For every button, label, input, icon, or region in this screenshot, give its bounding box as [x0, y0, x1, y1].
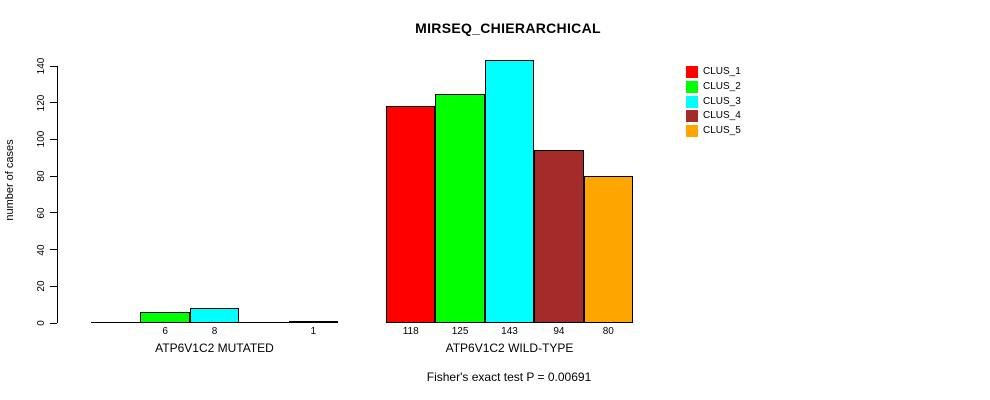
y-tick-mark [50, 212, 57, 214]
y-tick-mark [50, 102, 57, 104]
legend-swatch-icon [686, 125, 698, 138]
y-tick-label: 100 [36, 131, 47, 148]
y-tick-mark [50, 322, 57, 324]
legend-swatch-icon [686, 110, 698, 123]
legend-entry-clus_3: CLUS_3 [686, 94, 741, 109]
fisher-test-annotation: Fisher's exact test P = 0.00691 [426, 370, 592, 384]
legend-entry-clus_1: CLUS_1 [686, 65, 741, 80]
legend-label: CLUS_2 [703, 81, 741, 93]
bar-value-label: 118 [402, 326, 419, 337]
y-tick-label: 40 [36, 244, 47, 256]
bar-CLUS_5 [288, 321, 338, 324]
bar-CLUS_3 [189, 308, 240, 323]
group-label: ATP6V1C2 MUTATED [155, 341, 274, 355]
legend-label: CLUS_1 [703, 66, 741, 78]
y-axis-label: number of cases [4, 139, 16, 221]
legend-label: CLUS_3 [703, 95, 741, 107]
group-label: ATP6V1C2 WILD-TYPE [445, 341, 574, 355]
legend-label: CLUS_5 [703, 125, 741, 137]
legend-swatch-icon [686, 66, 698, 79]
legend-swatch-icon [686, 95, 698, 108]
y-tick-mark [50, 138, 57, 140]
bar-CLUS_4-zero [239, 322, 289, 323]
bar-CLUS_3 [484, 60, 535, 323]
y-tick-label: 60 [36, 207, 47, 219]
legend-entry-clus_2: CLUS_2 [686, 80, 741, 95]
y-tick-label: 0 [36, 320, 47, 326]
bar-value-label: 80 [602, 326, 614, 337]
y-tick-label: 80 [36, 170, 47, 182]
chart-title: MIRSEQ_CHIERARCHICAL [415, 20, 601, 36]
y-axis-line [57, 66, 58, 323]
y-tick-mark [50, 65, 57, 67]
bar-CLUS_5 [583, 176, 633, 323]
bar-value-label: 6 [162, 326, 168, 337]
y-tick-mark [50, 175, 57, 177]
bar-value-label: 8 [211, 326, 218, 337]
bar-value-label: 1 [310, 326, 317, 337]
bar-value-label: 125 [451, 326, 469, 337]
bar-CLUS_1 [386, 106, 436, 323]
bar-CLUS_2 [435, 93, 485, 323]
y-tick-mark [50, 249, 57, 251]
bar-CLUS_4 [534, 150, 584, 323]
bar-value-label: 94 [553, 326, 565, 337]
bar-value-label: 143 [501, 326, 518, 337]
y-tick-mark [50, 285, 57, 287]
legend: CLUS_1 CLUS_2 CLUS_3 CLUS_4 CLUS_5 [686, 65, 741, 138]
bar-CLUS_2 [140, 311, 190, 323]
legend-entry-clus_5: CLUS_5 [686, 124, 741, 139]
legend-label: CLUS_4 [703, 110, 741, 122]
bar-CLUS_1-zero [91, 322, 141, 323]
legend-entry-clus_4: CLUS_4 [686, 109, 741, 124]
y-tick-label: 140 [36, 57, 47, 75]
y-tick-label: 20 [36, 280, 47, 292]
y-tick-label: 120 [36, 94, 47, 112]
legend-swatch-icon [686, 81, 698, 94]
